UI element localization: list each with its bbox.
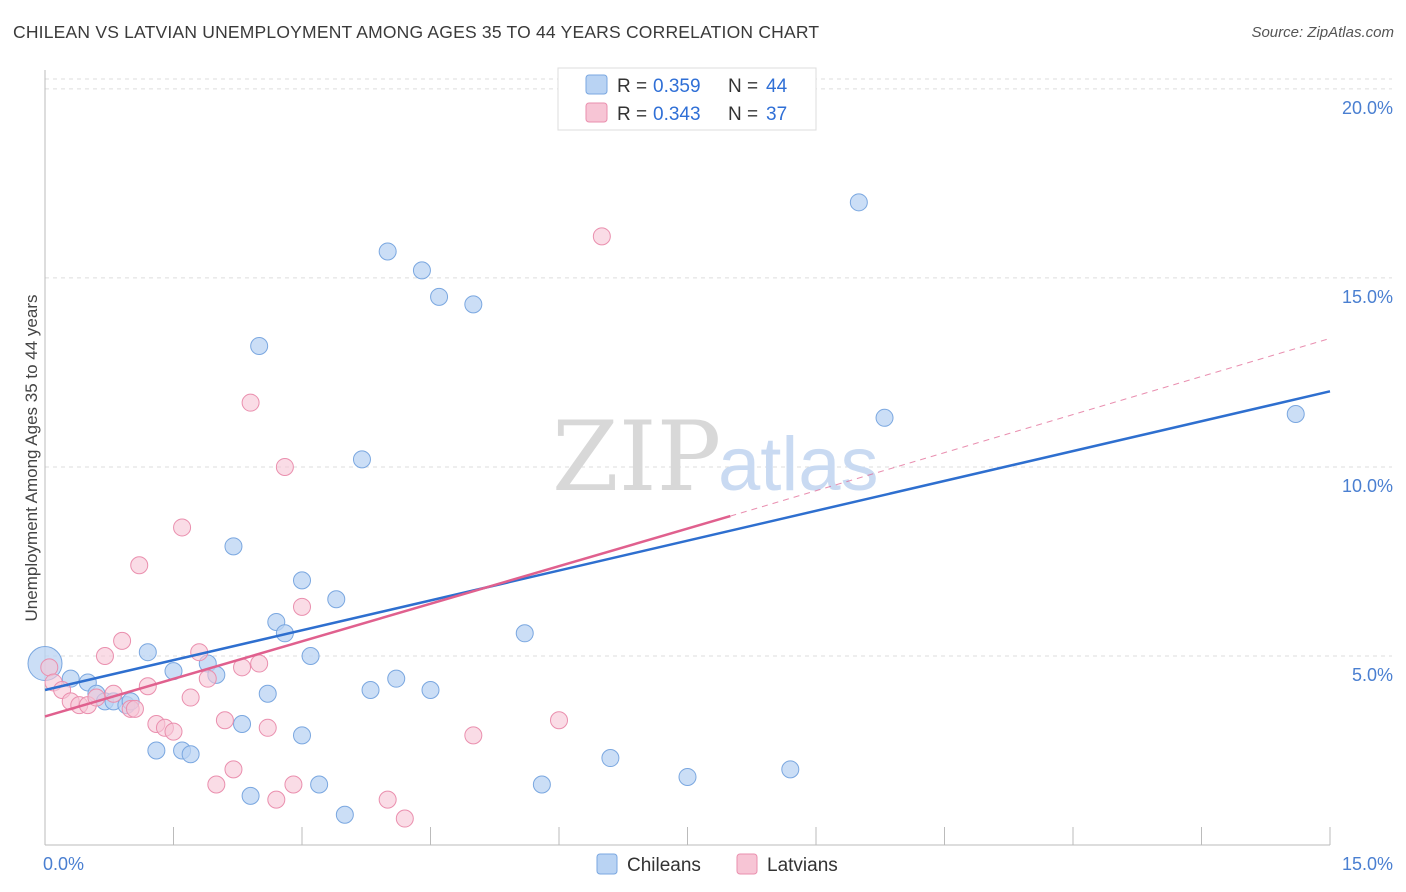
legend-r-label-latvians: R =: [617, 104, 647, 125]
legend-r-value-chileans: 0.359: [653, 76, 701, 97]
latvian-point-17: [173, 518, 192, 537]
chilean-point-8: [138, 643, 157, 662]
watermark: ZIP atlas: [552, 401, 879, 513]
latvian-point-7: [95, 646, 114, 665]
latvian-point-26: [250, 654, 269, 673]
latvian-point-16: [164, 722, 183, 741]
watermark-zip: ZIP: [552, 401, 721, 513]
legend: R = 0.359 N = 44 R = 0.343 N = 37: [557, 67, 817, 131]
bottom-legend-swatch-chileans: [596, 853, 618, 875]
latvian-point-12: [130, 556, 149, 575]
latvian-point-29: [275, 457, 294, 476]
chilean-point-33: [421, 681, 440, 699]
chilean-point-28: [352, 450, 371, 469]
latvian-point-28: [267, 790, 286, 809]
chilean-point-40: [781, 760, 800, 779]
chilean-point-27: [335, 805, 354, 824]
chilean-point-25: [310, 775, 329, 794]
latvian-point-30: [284, 775, 303, 794]
chilean-point-23: [293, 726, 311, 745]
chilean-point-37: [532, 775, 551, 794]
legend-n-label-chileans: N =: [728, 76, 758, 97]
chilean-point-36: [515, 624, 534, 643]
chilean-point-22: [293, 571, 311, 590]
source-credit: Source: ZipAtlas.com: [1251, 24, 1394, 41]
latvian-point-27: [258, 718, 277, 737]
latvian-point-32: [378, 790, 397, 809]
latvian-point-22: [215, 711, 234, 730]
latvian-point-0: [40, 658, 59, 677]
chilean-point-16: [233, 715, 252, 734]
bottom-legend: Chileans Latvians: [596, 853, 838, 876]
chilean-point-34: [430, 287, 449, 306]
chilean-point-18: [250, 336, 269, 355]
chilean-point-30: [378, 242, 397, 261]
latvian-point-11: [125, 699, 144, 718]
x-tick-label-max: 15.0%: [1342, 854, 1393, 874]
chilean-point-42: [875, 408, 894, 427]
y-tick-label-20: 20.0%: [1342, 98, 1393, 118]
latvian-point-9: [113, 631, 132, 650]
chilean-point-38: [601, 749, 620, 768]
legend-r-value-latvians: 0.343: [653, 104, 701, 125]
chart-title: CHILEAN VS LATVIAN UNEMPLOYMENT AMONG AG…: [13, 22, 820, 42]
y-tick-label-5: 5.0%: [1352, 665, 1393, 685]
legend-n-label-latvians: N =: [728, 104, 758, 125]
chilean-point-26: [327, 590, 346, 609]
chilean-point-9: [147, 741, 166, 760]
chilean-point-19: [258, 684, 277, 703]
latvian-point-25: [241, 393, 260, 412]
latvian-point-20: [198, 669, 217, 688]
gridlines: [45, 78, 1392, 657]
y-tick-label-15: 15.0%: [1342, 287, 1393, 307]
trend-line-latvians-1: [44, 514, 731, 718]
trend-line-latvians-2: [730, 337, 1331, 517]
chilean-point-17: [241, 786, 260, 805]
y-tick-labels: 5.0% 10.0% 15.0% 20.0%: [1342, 98, 1393, 685]
data-points: [27, 193, 1305, 828]
legend-r-label-chileans: R =: [617, 76, 647, 97]
chilean-point-31: [387, 669, 406, 688]
latvian-point-23: [224, 760, 243, 779]
chilean-point-41: [849, 193, 868, 212]
bottom-legend-label-chileans: Chileans: [627, 855, 701, 876]
legend-n-value-chileans: 44: [766, 76, 788, 97]
bottom-legend-swatch-latvians: [736, 853, 758, 875]
chilean-point-35: [464, 295, 483, 314]
trend-line-chileans-0: [44, 390, 1331, 692]
latvian-point-31: [293, 597, 311, 616]
chilean-point-24: [301, 646, 320, 665]
latvian-point-35: [550, 711, 568, 730]
latvian-point-33: [395, 809, 414, 828]
y-axis-label: Unemployment Among Ages 35 to 44 years: [22, 295, 41, 622]
bottom-legend-label-latvians: Latvians: [767, 855, 838, 876]
x-tick-label-min: 0.0%: [43, 854, 84, 874]
latvian-point-18: [181, 688, 200, 707]
legend-swatch-latvians: [585, 102, 608, 123]
chilean-point-39: [678, 767, 697, 786]
legend-swatch-chileans: [585, 74, 608, 95]
chilean-point-43: [1286, 405, 1305, 424]
latvian-point-36: [592, 227, 611, 246]
chilean-point-15: [224, 537, 243, 556]
legend-n-value-latvians: 37: [766, 104, 787, 125]
watermark-atlas: atlas: [718, 422, 879, 507]
chilean-point-29: [361, 681, 380, 699]
chilean-point-32: [412, 261, 431, 280]
latvian-point-34: [464, 726, 483, 745]
trend-lines: [44, 337, 1331, 718]
chilean-point-12: [181, 745, 200, 764]
latvian-point-21: [207, 775, 226, 794]
x-ticks: [44, 827, 1331, 845]
y-tick-label-10: 10.0%: [1342, 476, 1393, 496]
